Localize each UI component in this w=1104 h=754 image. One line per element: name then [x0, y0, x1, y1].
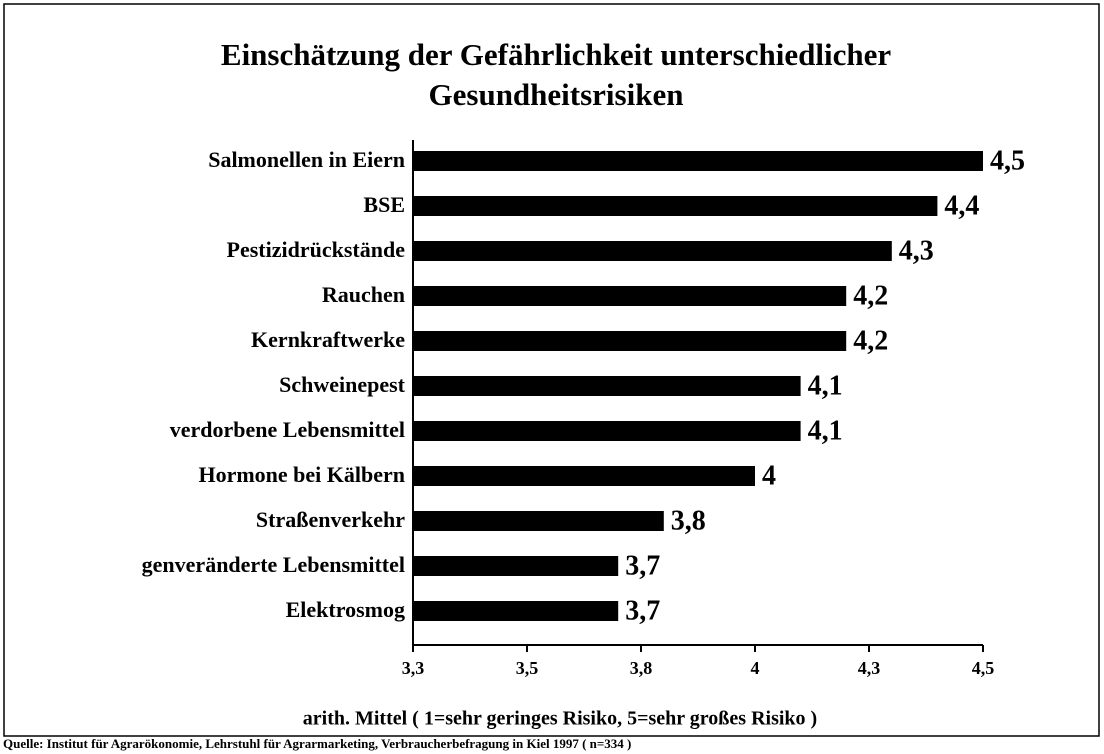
- x-tick-label: 4,5: [972, 658, 995, 678]
- y-tick-label: BSE: [363, 192, 405, 217]
- value-label: 3,7: [625, 595, 660, 626]
- x-tick-label: 4: [751, 658, 760, 678]
- bar: [413, 511, 664, 531]
- x-tick-label: 4,3: [858, 658, 881, 678]
- value-label: 4: [762, 460, 776, 491]
- bar: [413, 466, 755, 486]
- bar: [413, 196, 938, 216]
- bar: [413, 331, 847, 351]
- y-tick-label: Pestizidrückstände: [227, 237, 406, 262]
- chart-title: Gesundheitsrisiken: [429, 77, 684, 112]
- x-axis-label: arith. Mittel ( 1=sehr geringes Risiko, …: [303, 708, 817, 730]
- bar: [413, 241, 892, 261]
- bar: [413, 421, 801, 441]
- value-label: 4,1: [808, 370, 843, 401]
- y-tick-label: genveränderte Lebensmittel: [142, 552, 405, 577]
- x-tick-label: 3,8: [630, 658, 653, 678]
- value-label: 3,7: [625, 550, 660, 581]
- bar: [413, 286, 847, 306]
- y-tick-label: Straßenverkehr: [256, 507, 405, 532]
- value-label: 4,2: [853, 325, 888, 356]
- value-label: 3,8: [671, 505, 706, 536]
- source: Quelle: Institut für Agrarökonomie, Lehr…: [3, 736, 631, 751]
- bar: [413, 376, 801, 396]
- chart-title: Einschätzung der Gefährlichkeit untersch…: [221, 37, 891, 72]
- frame: [3, 3, 1100, 737]
- value-label: 4,1: [808, 415, 843, 446]
- y-tick-label: Salmonellen in Eiern: [208, 147, 405, 172]
- bar: [413, 601, 619, 621]
- bar: [413, 556, 619, 576]
- y-tick-label: Schweinepest: [279, 372, 406, 397]
- value-label: 4,4: [944, 190, 979, 221]
- value-label: 4,3: [899, 235, 934, 266]
- y-tick-label: Kernkraftwerke: [251, 327, 405, 352]
- y-tick-label: verdorbene Lebensmittel: [170, 417, 405, 442]
- x-tick-label: 3,3: [402, 658, 425, 678]
- y-tick-label: Elektrosmog: [286, 597, 405, 622]
- y-tick-label: Hormone bei Kälbern: [198, 462, 405, 487]
- x-tick-label: 3,5: [516, 658, 539, 678]
- bar: [413, 151, 983, 171]
- value-label: 4,5: [990, 145, 1025, 176]
- value-label: 4,2: [853, 280, 888, 311]
- y-tick-label: Rauchen: [322, 282, 405, 307]
